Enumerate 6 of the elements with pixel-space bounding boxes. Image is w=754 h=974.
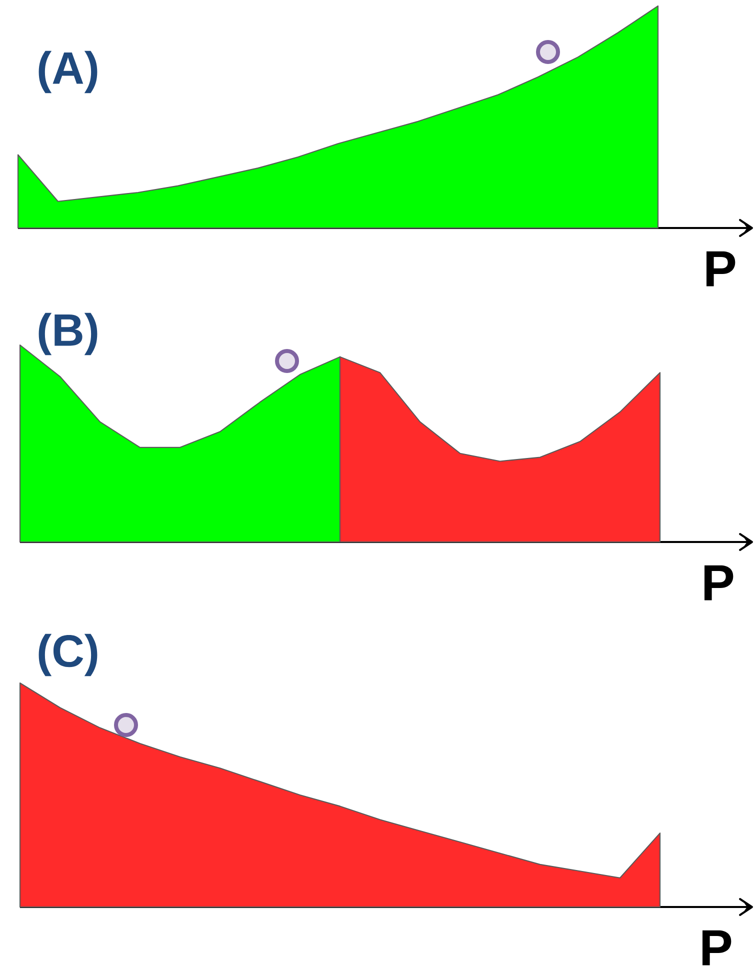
x-axis-title: P	[704, 565, 734, 600]
text: (A)	[38, 50, 98, 94]
chart-title: (B)	[38, 312, 98, 356]
chart-title: (C)	[38, 634, 98, 676]
x-axis-title: P	[706, 251, 736, 286]
x-axis-title: P	[702, 930, 732, 966]
